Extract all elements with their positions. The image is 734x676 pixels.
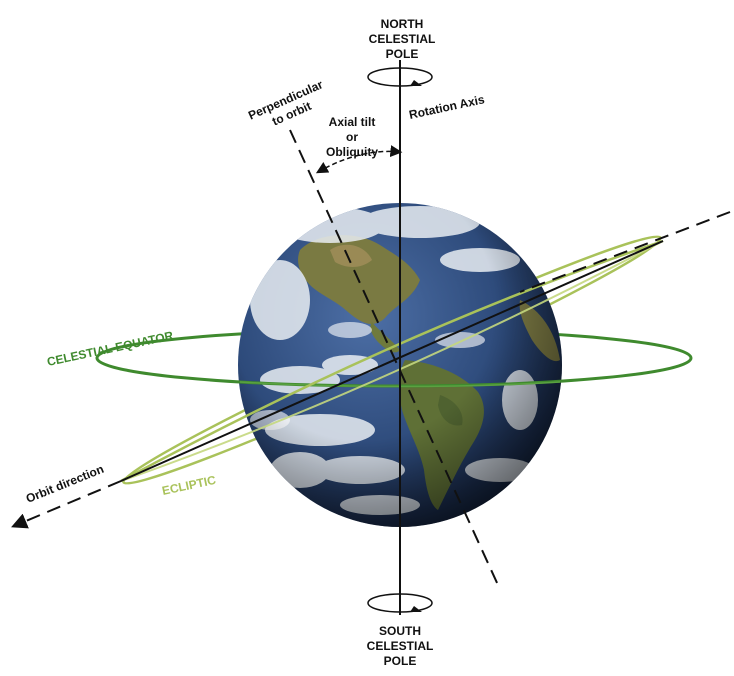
north-rotation-arrow-icon [367, 67, 433, 87]
ecliptic-label: ECLIPTIC [161, 473, 218, 498]
ecliptic-ring-front [120, 239, 664, 483]
orbit-direction-label: Orbit direction [24, 462, 106, 506]
svg-text:or: or [346, 130, 358, 144]
svg-text:SOUTH: SOUTH [379, 624, 421, 638]
orbit-direction-line [519, 211, 731, 293]
south-rotation-arrow-icon [367, 593, 433, 613]
axial-tilt-arc [315, 145, 403, 174]
svg-text:NORTH: NORTH [381, 17, 424, 31]
perpendicular-axis-line [289, 129, 499, 586]
celestial-equator-label: CELESTIAL EQUATOR [46, 328, 175, 369]
svg-text:CELESTIAL: CELESTIAL [367, 639, 434, 653]
orbit-line-solid [120, 240, 664, 482]
svg-text:Obliquity: Obliquity [326, 145, 378, 159]
svg-text:POLE: POLE [384, 654, 417, 668]
south-celestial-pole-label: SOUTH CELESTIAL POLE [367, 624, 434, 668]
svg-text:POLE: POLE [386, 47, 419, 61]
axial-tilt-label: Axial tilt or Obliquity [326, 115, 378, 159]
perpendicular-label: Perpendicular to orbit [246, 77, 325, 128]
north-celestial-pole-label: NORTH CELESTIAL POLE [369, 17, 436, 61]
orbit-direction-arrow [11, 480, 122, 529]
svg-text:Axial tilt: Axial tilt [329, 115, 376, 129]
svg-text:CELESTIAL: CELESTIAL [369, 32, 436, 46]
rotation-axis-label: Rotation Axis [408, 92, 486, 122]
